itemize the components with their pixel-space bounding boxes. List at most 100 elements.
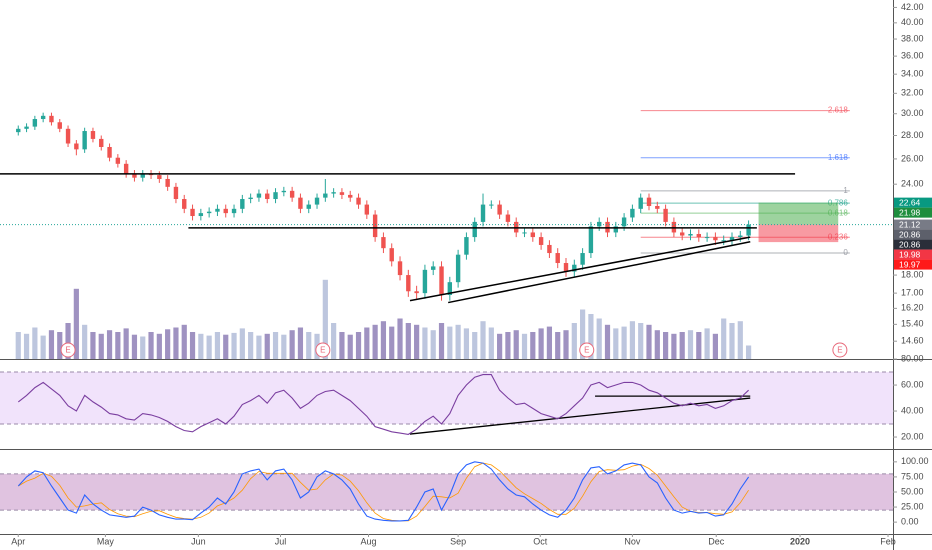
candle-body (696, 233, 701, 238)
y-tick-label: 42.00 (901, 2, 924, 12)
volume-bar (430, 330, 436, 359)
x-tick-label: Sep (450, 536, 466, 546)
x-tick-label: Oct (533, 536, 548, 546)
y-tick-label: 36.00 (901, 50, 924, 60)
volume-bar (198, 333, 204, 359)
y-tick-label: 100.00 (901, 456, 929, 466)
y-tick-label: 0.00 (901, 517, 919, 527)
volume-bar (704, 328, 710, 359)
candle-body (16, 128, 21, 133)
y-tick-label: 26.00 (901, 153, 924, 163)
candle-body (132, 173, 137, 178)
volume-bar (472, 332, 478, 359)
volume-bar (505, 332, 511, 359)
volume-bar (289, 330, 295, 359)
candle-body (190, 208, 195, 217)
volume-bar (380, 321, 387, 359)
candle-body (215, 208, 220, 212)
volume-bar (671, 333, 677, 359)
volume-bar (231, 332, 237, 359)
volume-bar (23, 333, 30, 359)
candle-body (265, 193, 270, 200)
candle-body (273, 192, 278, 200)
candle-body (489, 204, 494, 206)
volume-bar (621, 326, 627, 359)
candle-body (339, 192, 345, 195)
candle-body (613, 226, 619, 233)
candle-body (704, 237, 710, 239)
earnings-label: E (65, 346, 70, 355)
candle-body (588, 226, 594, 254)
candle-body (439, 266, 444, 295)
price-label: 20.86 (899, 239, 921, 249)
candle-body (663, 208, 668, 222)
volume-bar (745, 345, 752, 359)
trend-line (448, 241, 751, 304)
candle-body (182, 199, 187, 209)
stoch-k-line (17, 461, 750, 522)
candle-body (65, 128, 71, 144)
volume-bar (98, 333, 104, 359)
earnings-marker (579, 342, 595, 358)
volume-bar (173, 327, 179, 359)
candle-body (356, 197, 361, 205)
price-label: 20.86 (899, 229, 921, 239)
candle-body (530, 232, 536, 238)
volume-bar (65, 323, 71, 359)
candle-body (24, 126, 29, 129)
candle-body (123, 163, 129, 174)
target-zone (758, 202, 839, 225)
volume-bar (463, 328, 470, 359)
candle-body (497, 204, 502, 215)
volume-bar (663, 332, 669, 359)
earnings-label: E (837, 346, 842, 355)
candle-body (240, 199, 245, 209)
y-tick-label: 50.00 (901, 486, 924, 496)
fib-label: 1 (843, 186, 848, 195)
volume-bar (729, 323, 735, 359)
volume-bar (613, 328, 619, 359)
candle-body (49, 115, 54, 123)
volume-bar (239, 328, 245, 359)
candle-body (397, 261, 403, 276)
volume-bar (737, 321, 743, 359)
candle-body (472, 221, 477, 238)
candle-body (522, 232, 527, 234)
volume-bar (32, 327, 38, 359)
x-tick-label: May (97, 536, 115, 546)
volume-bar (712, 333, 718, 359)
volume-bar (571, 323, 577, 359)
candle-body (597, 221, 602, 227)
candle-body (638, 197, 643, 209)
y-tick-label: 75.00 (901, 471, 924, 481)
volume-bar (40, 335, 46, 359)
candle-body (289, 190, 295, 198)
candle-body (447, 282, 453, 295)
candle-body (331, 192, 336, 194)
x-tick-label: Feb (880, 536, 896, 546)
candle-body (646, 197, 652, 206)
candle-body (746, 224, 751, 236)
volume-bar (438, 323, 445, 359)
price-label-box (894, 259, 932, 270)
candle-body (173, 186, 179, 200)
x-tick-label: Aug (360, 536, 376, 546)
candle-body (406, 275, 411, 292)
volume-bar (15, 332, 21, 359)
y-tick-label: 40.00 (901, 17, 924, 27)
candle-body (57, 122, 62, 129)
price-label: 22.64 (899, 197, 921, 207)
candle-body (248, 197, 253, 200)
volume-bar (679, 332, 685, 359)
volume-bar (140, 336, 146, 359)
volume-bar (306, 332, 312, 359)
candle-body (688, 233, 693, 236)
stoch-d-line (18, 462, 749, 522)
candle-body (713, 237, 718, 241)
candle-body (99, 138, 104, 147)
candle-body (90, 131, 96, 139)
volume-bar (331, 323, 337, 359)
candle-body (563, 263, 569, 272)
volume-bar (339, 332, 345, 359)
x-tick-label: Dec (708, 536, 725, 546)
